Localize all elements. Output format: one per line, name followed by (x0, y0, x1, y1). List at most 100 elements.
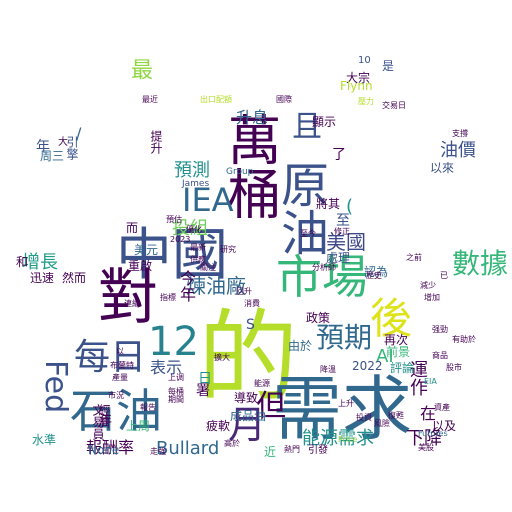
word: 風險 (374, 419, 390, 428)
word: 了 (332, 147, 346, 163)
word: 以 (116, 347, 124, 356)
word: 每桶 (168, 387, 184, 396)
word: 至 (336, 213, 350, 229)
word: 年 (100, 413, 113, 427)
word: 增長 (22, 252, 58, 273)
word: 降溫 (320, 365, 336, 374)
word: Fed (38, 360, 73, 414)
word: 下降 (406, 428, 442, 449)
word: 有助於 (452, 335, 476, 344)
word: 期間 (168, 395, 184, 404)
word: 上升 (338, 399, 354, 408)
word: 油價 (440, 140, 476, 161)
word: 投資 (356, 413, 372, 422)
word: Futures (418, 429, 448, 438)
word: 日 (198, 371, 212, 387)
word: 然而 (62, 271, 87, 285)
word: 而 (126, 221, 139, 235)
word: 每日 (74, 337, 147, 378)
word: 月 (228, 403, 267, 447)
word: 研究 (220, 245, 236, 254)
word: 能源需求 (302, 428, 374, 449)
word: 再次 (384, 333, 409, 347)
word: 評論 (390, 361, 415, 375)
word: 前景 (386, 345, 411, 359)
word: 2022 (352, 359, 383, 373)
word: 後 (370, 294, 413, 343)
word: 出口配額 (200, 95, 232, 104)
word: Bullard (156, 438, 220, 459)
word: 最新 (190, 243, 206, 252)
word: 預估 (166, 215, 182, 224)
word: ( (346, 196, 354, 217)
word: 强勁 (432, 325, 448, 334)
word: 由於 (288, 339, 313, 353)
word: 年 (36, 139, 50, 155)
word: 最 (127, 58, 152, 80)
word: 經濟 (97, 404, 111, 428)
word: 預測 (174, 160, 210, 181)
word: 報告 (140, 403, 156, 412)
word: 中國 (116, 223, 228, 288)
word: 消費 (244, 299, 260, 308)
word: 最近 (142, 95, 158, 104)
word: 投組 (172, 218, 208, 239)
word: 產量 (112, 373, 128, 382)
word: 導致 (234, 391, 259, 405)
word: 疲軟 (206, 419, 231, 433)
word: 引發 (308, 445, 328, 456)
word: 今年 (177, 270, 196, 302)
word: EIA (424, 377, 437, 386)
word: 署 (196, 383, 210, 399)
word: 需求 (272, 368, 412, 450)
word: 支撐 (452, 129, 468, 138)
word: 預期 (316, 321, 373, 354)
word: 分析師 (312, 263, 336, 272)
word: 和 (16, 255, 29, 269)
word: 引擎 (65, 136, 79, 160)
word: 將其 (316, 197, 341, 211)
word: 走強 (150, 447, 166, 456)
word: 至今 (300, 229, 316, 238)
word: 歷史 (366, 271, 382, 280)
word: 美國 (326, 230, 366, 254)
word: 布蘭特 (110, 361, 134, 370)
word: 且 (286, 110, 321, 140)
word: 10 (358, 55, 371, 66)
word: 運作 (407, 360, 428, 396)
word: / (76, 124, 82, 143)
word: 復甦 (388, 411, 404, 420)
word: 之前 (406, 253, 422, 262)
word: 以及 (432, 419, 457, 433)
word: 數據 (452, 247, 509, 280)
word: IEA (182, 181, 234, 219)
word: Price (338, 435, 358, 444)
word: 但 (256, 389, 286, 424)
word: 原油 (272, 160, 328, 256)
word: 回升 (236, 287, 252, 296)
word: 增加 (424, 293, 440, 302)
word: 萬桶 (218, 112, 281, 220)
word: 減少 (420, 281, 436, 290)
word: 以來 (430, 161, 455, 175)
word: 能源 (254, 379, 270, 388)
word: 水準 (32, 433, 57, 447)
word: 在 (420, 404, 437, 423)
word: 政策 (306, 311, 331, 325)
word: 市況 (108, 391, 124, 400)
word: AI (376, 346, 394, 367)
word: 12 (148, 319, 199, 365)
word: 顯示 (312, 115, 337, 129)
word: Group (226, 167, 254, 177)
word: 國際 (276, 95, 292, 104)
word: 是 (382, 59, 395, 73)
word: 文易員 (91, 404, 105, 440)
word: Flynn (340, 79, 373, 93)
word: 報酬率 (86, 438, 135, 457)
word: 的 (198, 299, 298, 416)
word: 優化 (186, 225, 202, 234)
word: 周三 (40, 149, 65, 163)
word: 大 (58, 137, 68, 148)
word: 商品 (432, 351, 448, 360)
